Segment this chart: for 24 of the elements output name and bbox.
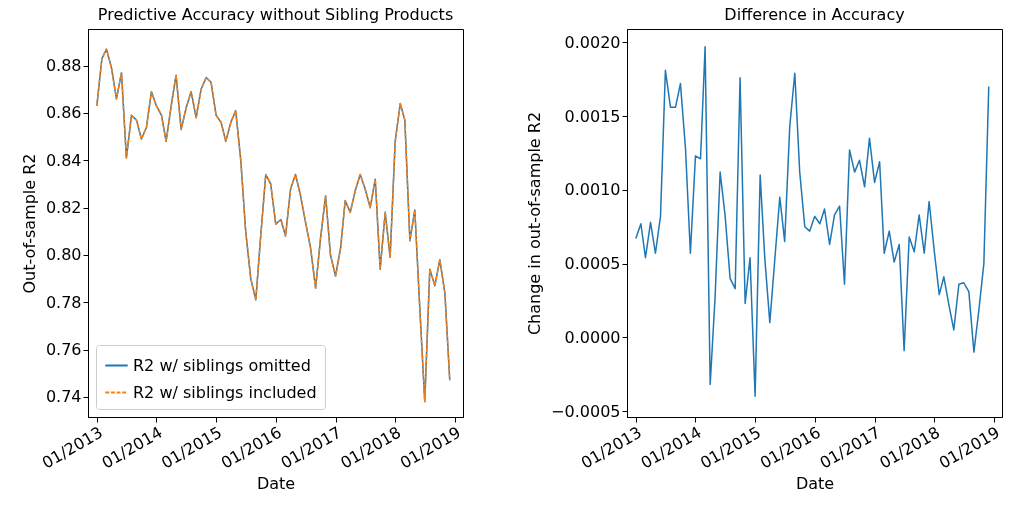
y-tick-label: −0.0005 bbox=[551, 401, 621, 421]
y-tick-label: 0.80 bbox=[45, 245, 82, 265]
y-axis-title: Out-of-sample R2 bbox=[19, 153, 39, 294]
y-tick-label: 0.86 bbox=[45, 103, 82, 123]
y-tick-label: 0.0010 bbox=[564, 180, 621, 200]
line-series bbox=[635, 45, 990, 398]
y-tick-label: 0.0000 bbox=[564, 327, 621, 347]
y-tick-label: 0.82 bbox=[45, 198, 82, 218]
y-tick-label: 0.84 bbox=[45, 150, 82, 170]
y-tick-label: 0.0015 bbox=[564, 106, 621, 126]
x-axis-title: Date bbox=[795, 473, 835, 493]
y-tick-label: 0.74 bbox=[45, 387, 82, 407]
y-tick-label: 0.0005 bbox=[564, 254, 621, 274]
y-tick-label: 0.76 bbox=[45, 340, 82, 360]
chart-title: Difference in Accuracy bbox=[724, 5, 905, 24]
y-tick-label: 0.78 bbox=[45, 292, 82, 312]
legend-label: R2 w/ siblings omitted bbox=[133, 355, 311, 375]
line-series bbox=[96, 48, 451, 403]
y-tick-label: 0.88 bbox=[45, 56, 82, 76]
y-axis-title: Change in out-of-sample R2 bbox=[525, 111, 545, 336]
legend-label: R2 w/ siblings included bbox=[133, 382, 317, 402]
chart-title: Predictive Accuracy without Sibling Products bbox=[97, 5, 454, 24]
y-tick-label: 0.0020 bbox=[564, 32, 621, 52]
x-axis-title: Date bbox=[256, 473, 296, 493]
